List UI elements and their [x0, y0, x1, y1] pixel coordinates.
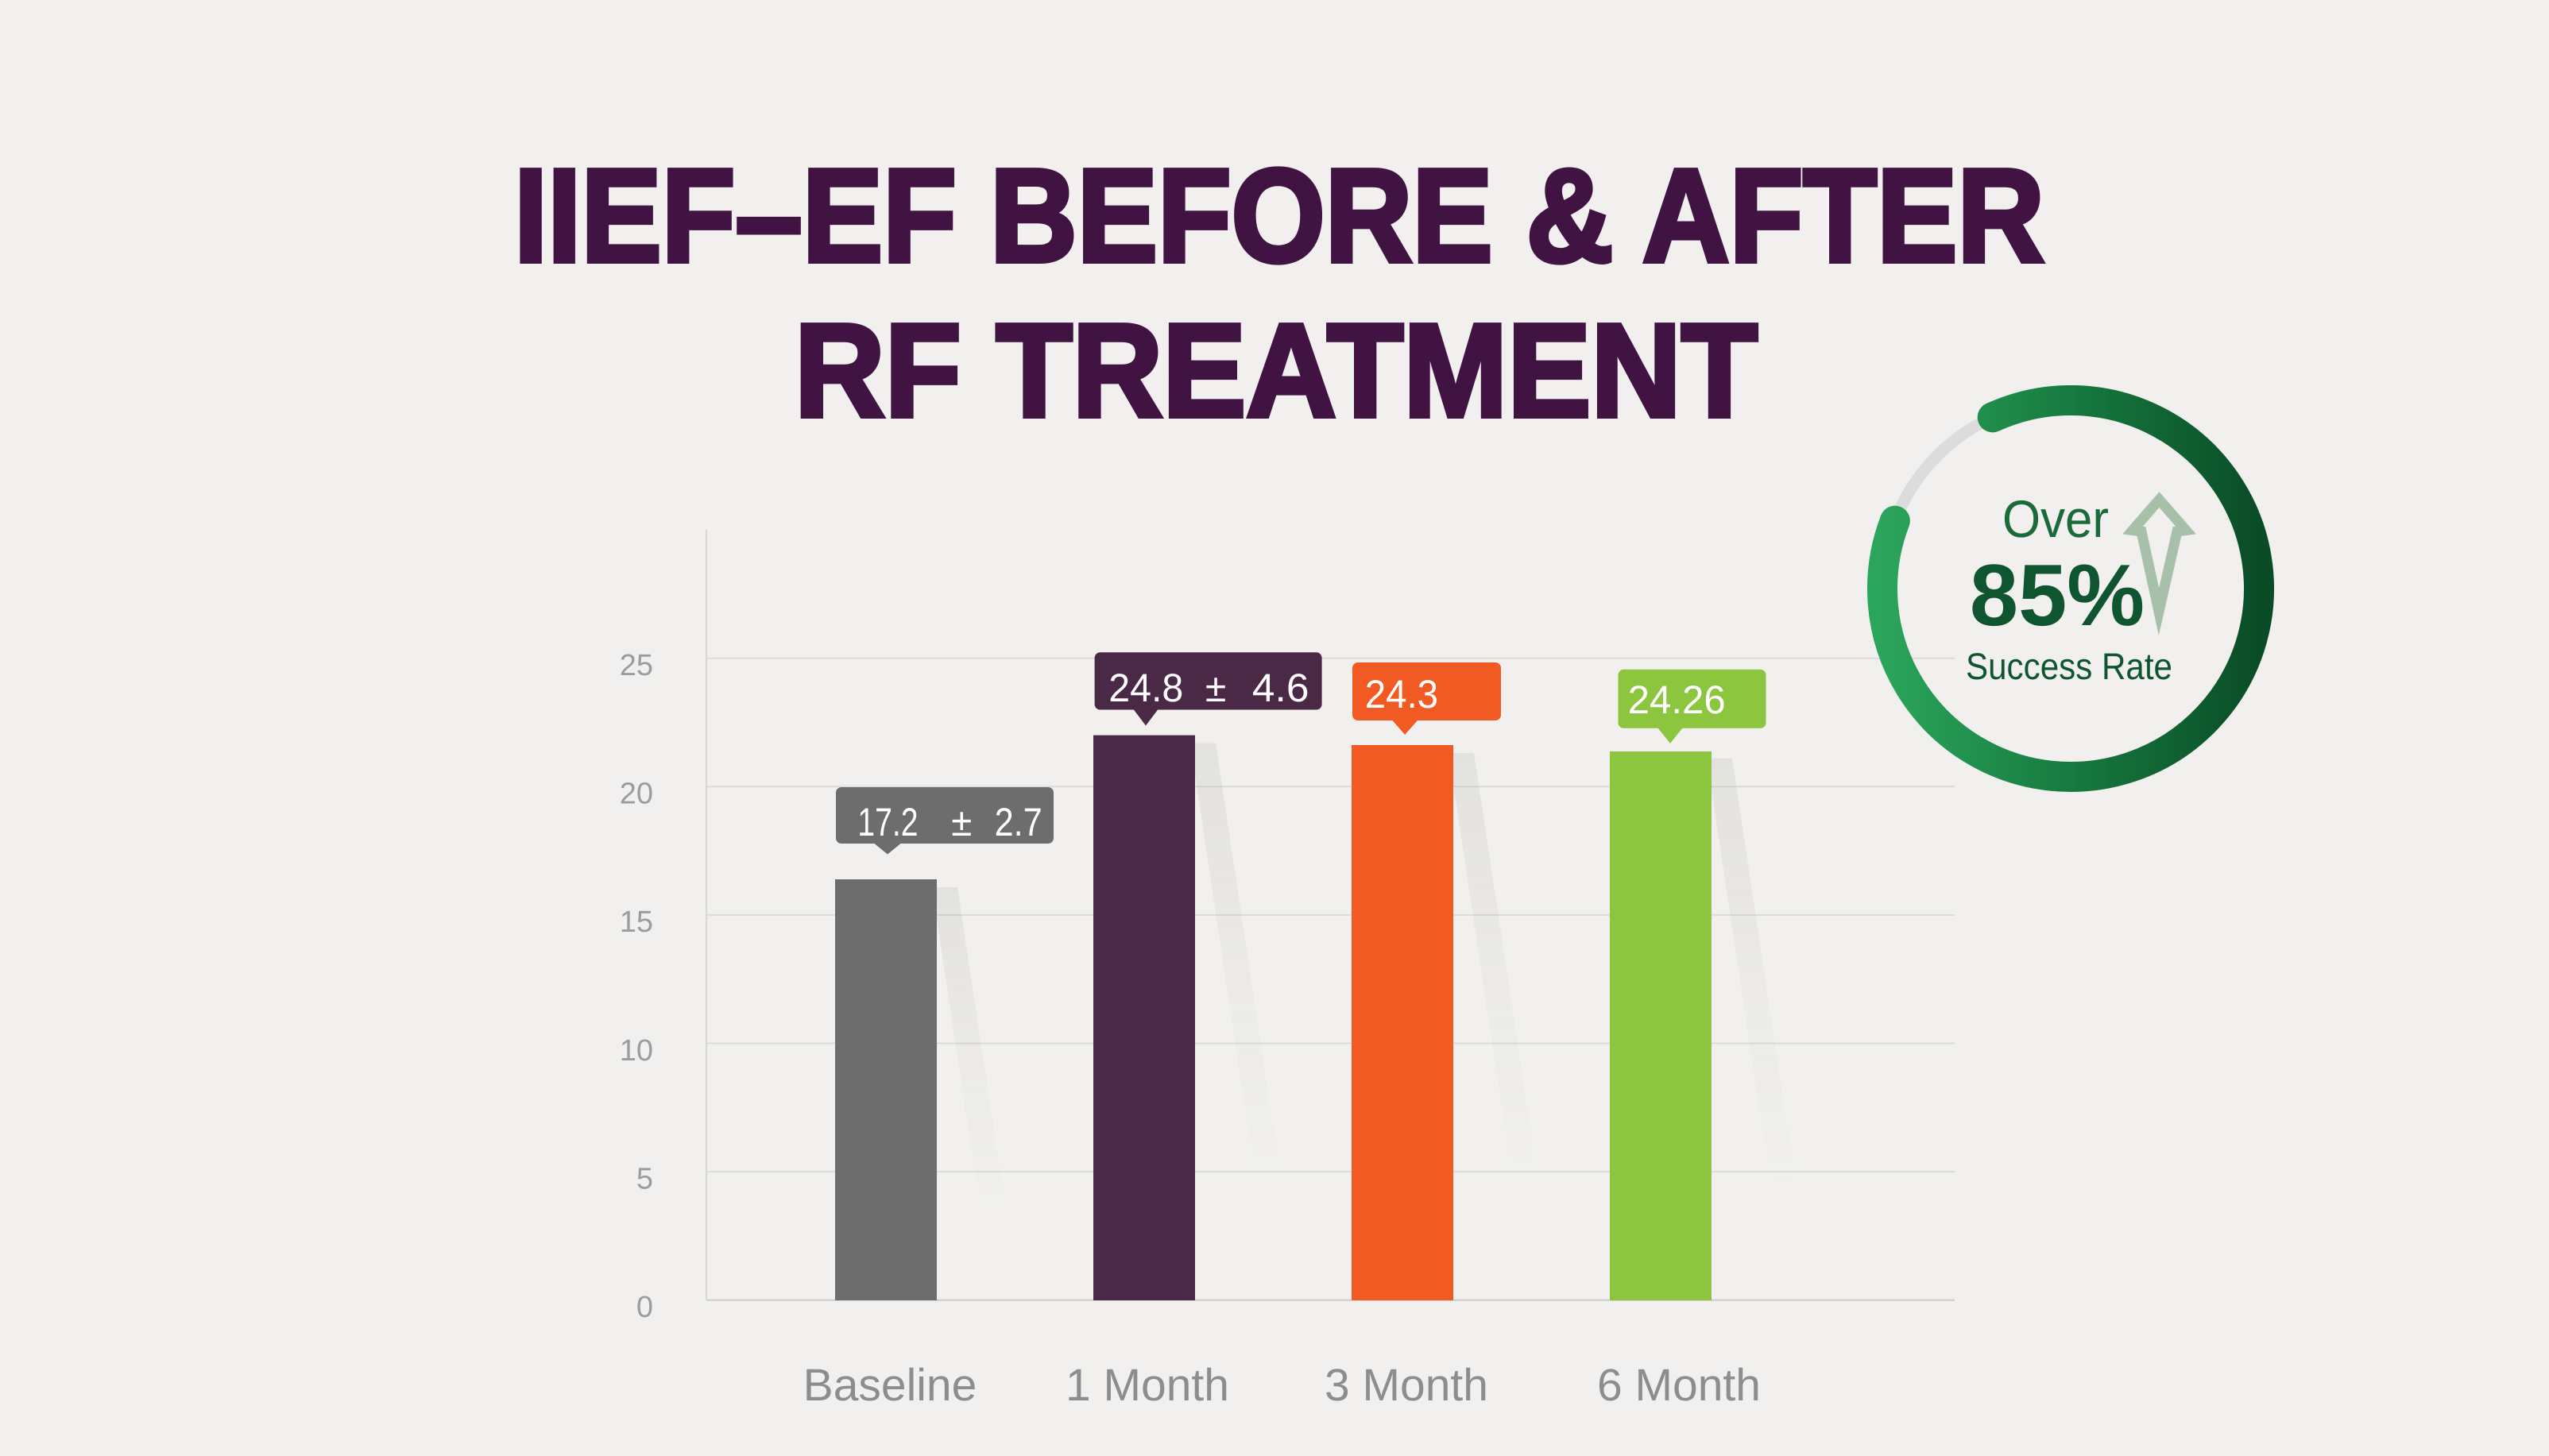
svg-text:24.3: 24.3 [1365, 672, 1438, 716]
svg-text:3 Month: 3 Month [1325, 1360, 1488, 1411]
svg-text:Baseline: Baseline [803, 1360, 977, 1411]
svg-text:15: 15 [620, 906, 653, 939]
svg-text:Over: Over [2002, 489, 2109, 548]
svg-text:85%: 85% [1970, 546, 2145, 644]
svg-text:17.2: 17.2 [857, 800, 918, 844]
svg-text:4.6: 4.6 [1252, 666, 1309, 710]
svg-text:±: ± [951, 800, 972, 844]
svg-text:10: 10 [620, 1034, 653, 1068]
svg-text:±: ± [1205, 666, 1226, 710]
svg-text:0: 0 [636, 1291, 653, 1324]
svg-text:1 Month: 1 Month [1066, 1360, 1229, 1411]
svg-text:5: 5 [636, 1162, 653, 1195]
svg-text:2.7: 2.7 [995, 800, 1042, 844]
svg-text:24.8: 24.8 [1108, 666, 1183, 710]
svg-text:RF TREATMENT: RF TREATMENT [795, 297, 1758, 445]
svg-text:6 Month: 6 Month [1597, 1360, 1761, 1411]
svg-text:25: 25 [620, 649, 653, 682]
svg-text:24.26: 24.26 [1628, 678, 1726, 722]
svg-text:Success Rate: Success Rate [1966, 645, 2172, 687]
svg-text:20: 20 [620, 778, 653, 811]
svg-text:IIEF–EF BEFORE & AFTER: IIEF–EF BEFORE & AFTER [514, 142, 2044, 290]
